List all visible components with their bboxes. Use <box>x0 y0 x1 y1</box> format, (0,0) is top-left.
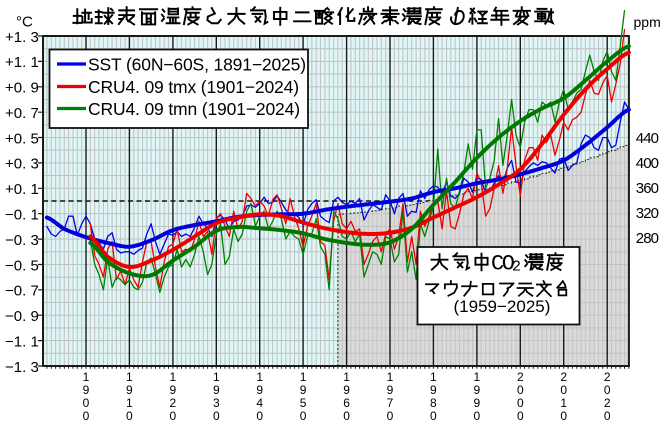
svg-text:0: 0 <box>256 409 263 423</box>
svg-text:0: 0 <box>83 396 90 410</box>
svg-text:7: 7 <box>387 396 394 410</box>
svg-text:1: 1 <box>170 370 177 384</box>
svg-text:8: 8 <box>430 396 437 410</box>
svg-text:CRU4. 09 tmx (1901−2024): CRU4. 09 tmx (1901−2024) <box>88 77 299 97</box>
svg-text:9: 9 <box>474 383 481 397</box>
svg-text:320: 320 <box>636 205 659 222</box>
svg-text:0: 0 <box>387 409 394 423</box>
svg-text:2: 2 <box>517 370 524 384</box>
svg-text:9: 9 <box>300 383 307 397</box>
svg-text:280: 280 <box>636 230 659 247</box>
svg-text:+1. 1: +1. 1 <box>5 54 39 71</box>
svg-text:1: 1 <box>126 370 133 384</box>
svg-text:0: 0 <box>560 383 567 397</box>
svg-text:+0. 1: +0. 1 <box>5 181 39 198</box>
svg-text:9: 9 <box>83 383 90 397</box>
svg-text:1: 1 <box>430 370 437 384</box>
svg-text:1: 1 <box>213 370 220 384</box>
svg-text:−0. 7: −0. 7 <box>5 283 39 300</box>
svg-text:9: 9 <box>343 383 350 397</box>
svg-text:−0. 3: −0. 3 <box>5 232 39 249</box>
svg-text:0: 0 <box>517 409 524 423</box>
svg-text:−1. 3: −1. 3 <box>5 359 39 376</box>
svg-text:−0. 9: −0. 9 <box>5 308 39 325</box>
svg-text:−0. 1: −0. 1 <box>5 207 39 224</box>
svg-text:440: 440 <box>636 130 659 147</box>
svg-text:0: 0 <box>560 409 567 423</box>
svg-text:0: 0 <box>213 409 220 423</box>
svg-text:2: 2 <box>604 370 611 384</box>
svg-text:1: 1 <box>387 370 394 384</box>
svg-text:1: 1 <box>256 370 263 384</box>
svg-text:6: 6 <box>343 396 350 410</box>
svg-text:9: 9 <box>474 396 481 410</box>
svg-text:1: 1 <box>343 370 350 384</box>
svg-text:0: 0 <box>170 409 177 423</box>
svg-text:5: 5 <box>300 396 307 410</box>
svg-text:1: 1 <box>300 370 307 384</box>
svg-text:SST (60N−60S, 1891−2025): SST (60N−60S, 1891−2025) <box>88 55 306 75</box>
svg-text:9: 9 <box>430 383 437 397</box>
svg-text:2: 2 <box>560 370 567 384</box>
svg-text:°C: °C <box>16 14 33 31</box>
svg-text:1: 1 <box>560 396 567 410</box>
svg-text:−0. 5: −0. 5 <box>5 257 39 274</box>
svg-text:0: 0 <box>126 409 133 423</box>
svg-text:4: 4 <box>256 396 263 410</box>
svg-text:2: 2 <box>170 396 177 410</box>
svg-text:9: 9 <box>387 383 394 397</box>
svg-text:(1959−2025): (1959−2025) <box>454 297 551 316</box>
svg-text:+0. 9: +0. 9 <box>5 80 39 97</box>
svg-text:400: 400 <box>636 155 659 172</box>
svg-text:9: 9 <box>170 383 177 397</box>
svg-text:9: 9 <box>256 383 263 397</box>
svg-text:0: 0 <box>474 409 481 423</box>
svg-text:0: 0 <box>604 409 611 423</box>
svg-text:−1. 1: −1. 1 <box>5 333 39 350</box>
svg-text:0: 0 <box>430 409 437 423</box>
svg-text:ppm: ppm <box>634 14 661 30</box>
svg-text:+0. 5: +0. 5 <box>5 130 39 147</box>
svg-text:9: 9 <box>126 383 133 397</box>
svg-text:+1. 3: +1. 3 <box>5 29 39 46</box>
svg-text:1: 1 <box>83 370 90 384</box>
svg-text:0: 0 <box>343 409 350 423</box>
svg-text:1: 1 <box>474 370 481 384</box>
svg-text:0: 0 <box>517 383 524 397</box>
svg-text:1: 1 <box>126 396 133 410</box>
svg-text:+0. 7: +0. 7 <box>5 105 39 122</box>
svg-text:3: 3 <box>213 396 220 410</box>
svg-text:+0. 3: +0. 3 <box>5 156 39 173</box>
svg-text:2: 2 <box>604 396 611 410</box>
svg-text:9: 9 <box>213 383 220 397</box>
svg-text:0: 0 <box>300 409 307 423</box>
svg-text:CRU4. 09 tmn (1901−2024): CRU4. 09 tmn (1901−2024) <box>88 99 300 119</box>
svg-text:0: 0 <box>83 409 90 423</box>
svg-text:2: 2 <box>512 259 521 276</box>
svg-text:0: 0 <box>604 383 611 397</box>
svg-text:360: 360 <box>636 180 659 197</box>
svg-text:0: 0 <box>517 396 524 410</box>
